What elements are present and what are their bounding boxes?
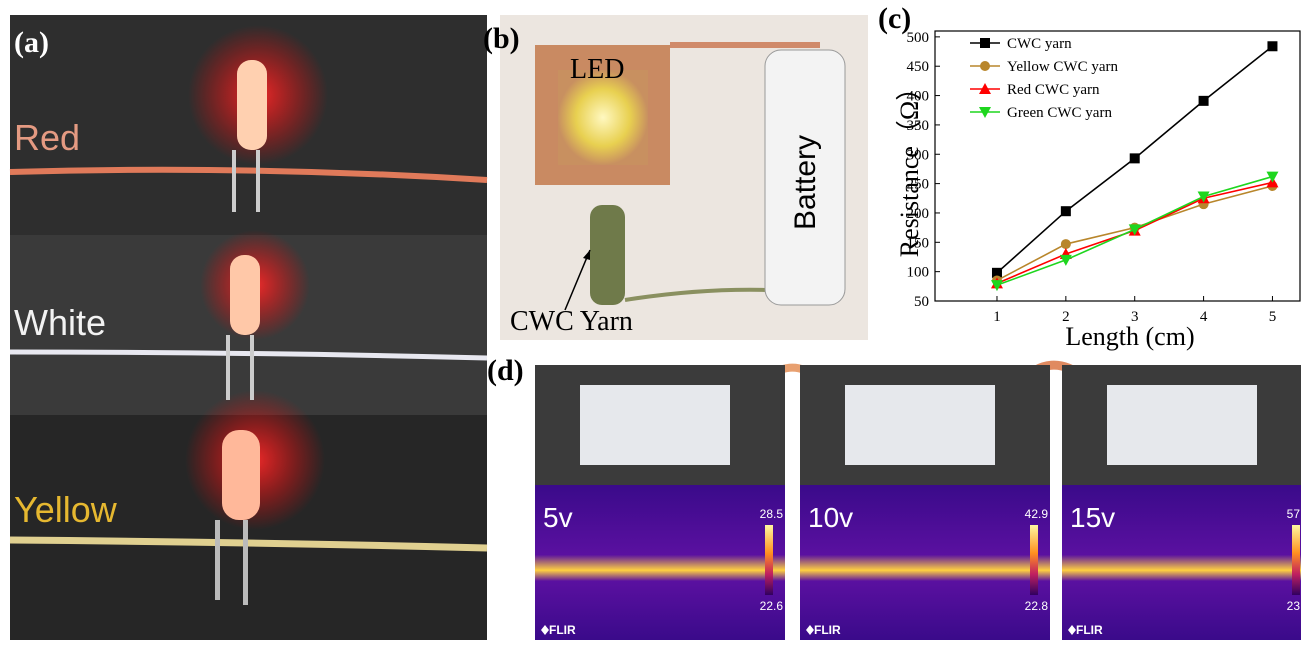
marker	[1199, 96, 1209, 106]
led-label: LED	[570, 54, 624, 85]
legend-label: Green CWC yarn	[1007, 105, 1112, 121]
led	[237, 60, 267, 150]
led-leg	[256, 150, 260, 212]
led-leg	[226, 335, 230, 400]
panel-label: (d)	[487, 354, 524, 387]
scale-max: 28.5	[760, 507, 784, 521]
voltage-label: 10v	[808, 502, 853, 533]
scale-max: 42.9	[1025, 507, 1049, 521]
brand-label: FLIR	[1076, 623, 1103, 637]
scale-min: 22.8	[1025, 599, 1049, 613]
fabric	[1107, 385, 1257, 465]
marker	[1061, 239, 1071, 249]
marker	[1130, 153, 1140, 163]
scale-max: 57.9	[1287, 507, 1301, 521]
panel-c: (c) Length (cm) Resistance（Ω） 5010015020…	[878, 2, 1300, 351]
led	[222, 430, 260, 520]
marker	[1267, 41, 1277, 51]
panel-label: (b)	[483, 22, 520, 55]
cwc-stitch	[590, 205, 625, 305]
marker	[980, 38, 990, 48]
marker	[980, 61, 990, 71]
fabric	[845, 385, 995, 465]
scale-min: 22.6	[760, 599, 784, 613]
y-tick-label: 500	[907, 30, 930, 46]
voltage-label: 5v	[543, 502, 573, 533]
led	[230, 255, 260, 335]
marker	[1060, 255, 1072, 266]
scale-min: 23.3	[1287, 599, 1301, 613]
panel-label: (a)	[14, 26, 49, 59]
brand-label: FLIR	[814, 623, 841, 637]
panel-a: (a) Red White Yellow	[10, 15, 487, 640]
fabric	[580, 385, 730, 465]
yarn-label: White	[14, 302, 106, 343]
x-axis-label: Length (cm)	[1065, 322, 1194, 351]
battery-label: Battery	[789, 135, 822, 230]
color-bar	[1030, 525, 1038, 595]
y-tick-label: 50	[914, 294, 929, 310]
panel-d: (d) 5v 28.5 22.6 FLIR 10v 42.9 22.8 FLIR 15v 57.9…	[487, 354, 1301, 640]
x-tick-label: 1	[993, 309, 1001, 325]
led-leg	[232, 150, 236, 212]
legend-label: Yellow CWC yarn	[1007, 59, 1118, 75]
brand-label: FLIR	[549, 623, 576, 637]
y-tick-label: 450	[907, 59, 930, 75]
color-bar	[1292, 525, 1300, 595]
legend-label: Red CWC yarn	[1007, 82, 1100, 98]
y-tick-label: 200	[907, 206, 930, 222]
panel-b: (b) LED Battery CWC Yarn	[483, 15, 868, 340]
yarn-label: CWC Yarn	[510, 306, 633, 337]
y-tick-label: 300	[907, 147, 930, 163]
y-tick-label: 250	[907, 177, 930, 193]
y-tick-label: 100	[907, 265, 930, 281]
x-tick-label: 5	[1269, 309, 1277, 325]
x-tick-label: 4	[1200, 309, 1208, 325]
marker	[1061, 206, 1071, 216]
led-leg	[243, 520, 248, 605]
y-tick-label: 350	[907, 118, 930, 134]
y-tick-label: 400	[907, 89, 930, 105]
led-leg	[250, 335, 254, 400]
yarn-label: Yellow	[14, 489, 118, 530]
y-tick-label: 150	[907, 235, 930, 251]
color-bar	[765, 525, 773, 595]
yarn-label: Red	[14, 117, 80, 158]
x-tick-label: 3	[1131, 309, 1139, 325]
led-leg	[215, 520, 220, 600]
figure: (a) Red White Yellow (b) LED Battery CWC…	[0, 0, 1301, 647]
legend-label: CWC yarn	[1007, 36, 1072, 52]
voltage-label: 15v	[1070, 502, 1115, 533]
x-tick-label: 2	[1062, 309, 1070, 325]
